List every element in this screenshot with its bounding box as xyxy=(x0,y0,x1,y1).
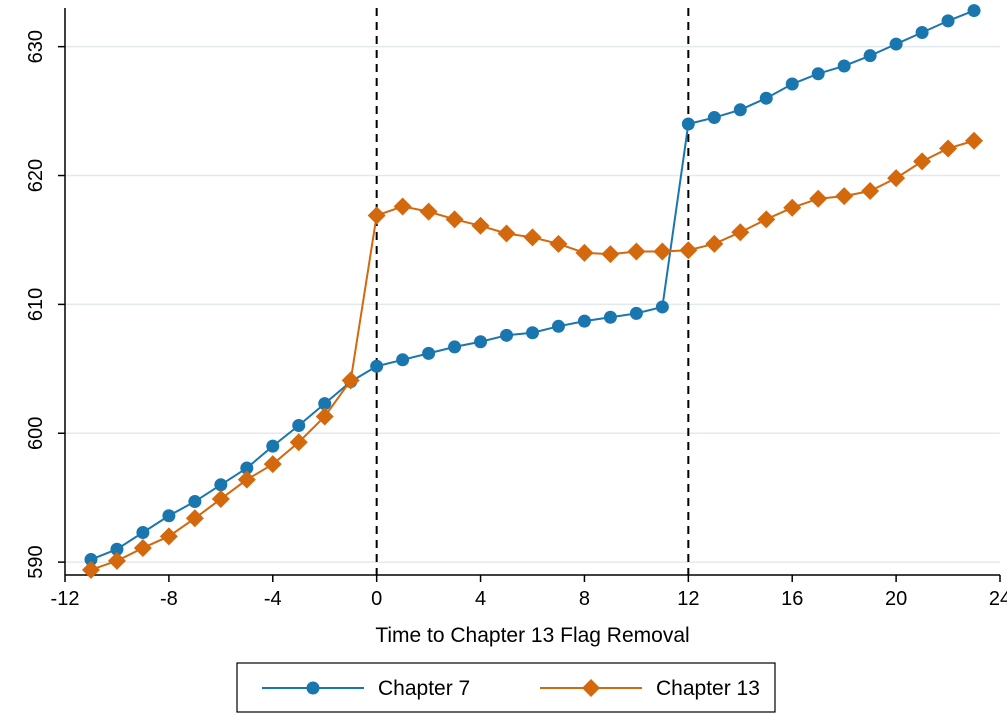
data-point xyxy=(603,310,617,324)
data-point xyxy=(835,187,854,206)
x-tick-label: -8 xyxy=(160,588,178,610)
data-point xyxy=(136,525,150,539)
x-tick-label: 0 xyxy=(371,588,382,610)
data-point xyxy=(759,91,773,105)
legend-label: Chapter 7 xyxy=(378,677,470,700)
data-point xyxy=(318,397,332,411)
data-point xyxy=(500,328,514,342)
data-point xyxy=(887,169,906,188)
data-point xyxy=(448,340,462,354)
data-point xyxy=(341,371,360,390)
y-tick-label: 600 xyxy=(25,417,47,450)
x-tick-label: 12 xyxy=(677,588,699,610)
legend-marker xyxy=(582,679,600,697)
data-point xyxy=(133,538,152,557)
data-point xyxy=(107,551,126,570)
grid-lines xyxy=(65,45,1000,563)
data-point xyxy=(422,346,436,360)
data-point xyxy=(419,202,438,221)
data-point xyxy=(185,509,204,528)
data-point xyxy=(84,553,98,567)
data-point xyxy=(731,223,750,242)
x-axis-title: Time to Chapter 13 Flag Removal xyxy=(375,624,689,647)
data-point xyxy=(629,306,643,320)
data-point xyxy=(370,359,384,373)
data-point xyxy=(551,319,565,333)
data-point xyxy=(785,77,799,91)
data-point xyxy=(214,478,228,492)
series-layer xyxy=(81,4,984,579)
x-tick-label: 16 xyxy=(781,588,803,610)
data-point xyxy=(292,419,306,433)
data-point xyxy=(783,198,802,217)
data-point xyxy=(913,152,932,171)
data-point xyxy=(474,335,488,349)
y-tick-label: 590 xyxy=(25,545,47,578)
data-point xyxy=(315,407,334,426)
data-point xyxy=(162,509,176,523)
data-point xyxy=(393,197,412,216)
data-point xyxy=(81,560,100,579)
data-point xyxy=(811,67,825,81)
y-tick-label: 610 xyxy=(25,288,47,321)
data-point xyxy=(497,224,516,243)
data-point xyxy=(837,59,851,73)
series-1 xyxy=(81,131,984,579)
data-point xyxy=(549,234,568,253)
data-point xyxy=(707,111,721,125)
data-point xyxy=(627,242,646,261)
data-point xyxy=(679,241,698,260)
data-point xyxy=(188,495,202,509)
data-point xyxy=(110,542,124,556)
data-point xyxy=(705,234,724,253)
data-point xyxy=(809,189,828,208)
data-point xyxy=(240,461,254,475)
data-point xyxy=(941,14,955,28)
axes: 590 600 610 620 630 -12 -8 -4 0 4 8 12 16 20 24 xyxy=(25,8,1007,610)
data-point xyxy=(526,326,539,340)
x-tick-label: 20 xyxy=(885,588,907,610)
data-point xyxy=(681,117,695,131)
data-point xyxy=(577,314,591,328)
data-point xyxy=(861,181,880,200)
data-point xyxy=(601,245,620,264)
legend-label: Chapter 13 xyxy=(656,677,760,700)
data-point xyxy=(733,103,747,117)
x-tick-label: 24 xyxy=(989,588,1007,610)
data-point xyxy=(915,25,929,39)
data-point xyxy=(655,300,669,314)
data-point xyxy=(159,527,178,546)
data-point xyxy=(757,210,776,229)
data-point xyxy=(445,210,464,229)
data-point xyxy=(266,439,280,453)
data-point xyxy=(367,206,386,225)
data-point xyxy=(211,489,230,508)
data-point xyxy=(653,242,672,261)
x-tick-label: 8 xyxy=(579,588,590,610)
data-point xyxy=(863,49,877,63)
x-tick-label: 4 xyxy=(475,588,486,610)
y-tick-label: 620 xyxy=(25,159,47,192)
legend-marker xyxy=(306,681,320,695)
data-point xyxy=(967,4,981,18)
data-point xyxy=(523,228,542,247)
data-point xyxy=(889,37,903,51)
data-point xyxy=(965,131,984,150)
data-point xyxy=(471,216,490,235)
x-tick-label: -12 xyxy=(51,588,80,610)
data-point xyxy=(237,470,256,489)
data-point xyxy=(575,243,594,262)
reference-lines xyxy=(375,8,690,575)
x-tick-label: -4 xyxy=(264,588,282,610)
data-point xyxy=(263,455,282,474)
data-point xyxy=(939,139,958,158)
legend: Chapter 7 Chapter 13 xyxy=(236,662,776,713)
data-point xyxy=(289,433,308,452)
y-tick-label: 630 xyxy=(25,30,47,63)
data-point xyxy=(396,353,410,367)
series-0 xyxy=(84,4,981,567)
